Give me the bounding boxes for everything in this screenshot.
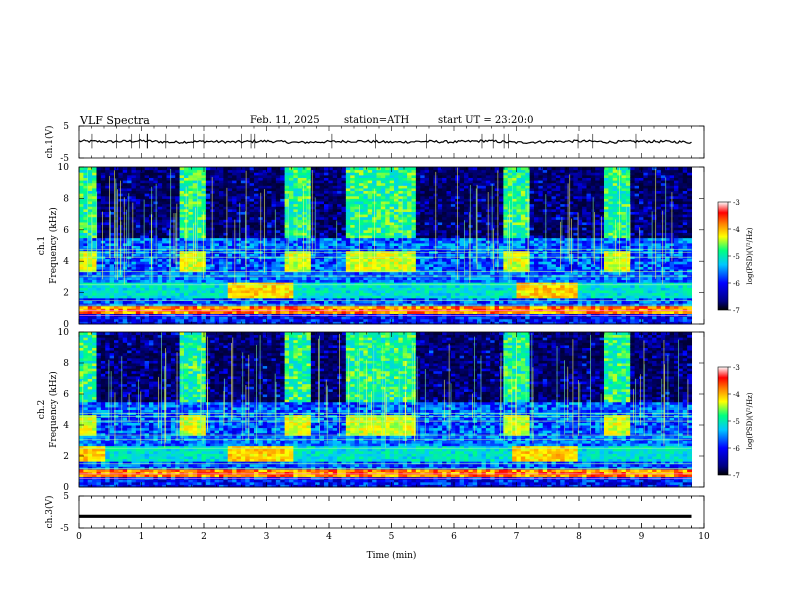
- y-tick-label: 10: [58, 163, 70, 173]
- x-tick-label: 8: [576, 532, 582, 542]
- y-tick-label: 2: [63, 289, 69, 299]
- y-axis-label: Frequency (kHz): [48, 207, 59, 284]
- x-tick-label: 9: [639, 532, 645, 542]
- x-tick-label: 6: [451, 532, 457, 542]
- y-tick-label: -5: [60, 524, 69, 534]
- y-tick-label: 8: [63, 194, 69, 204]
- y-tick-label: 10: [58, 328, 70, 338]
- y-tick-label: 4: [63, 421, 69, 431]
- colorbar-tick-label: -5: [733, 418, 740, 426]
- x-tick-label: 4: [326, 532, 332, 542]
- x-tick-label: 10: [698, 532, 710, 542]
- colorbar-label: log(PSD)(V²/Hz): [746, 227, 754, 284]
- y-axis-label-channel: ch.1: [37, 236, 47, 255]
- colorbar-tick-label: -7: [733, 307, 740, 315]
- y-tick-label: 2: [63, 452, 69, 462]
- y-tick-label: 6: [63, 390, 69, 400]
- colorbar-tick-label: -6: [733, 280, 740, 288]
- y-tick-label: 5: [63, 122, 69, 132]
- vlf-figure: 5-5ch.1(V)0246810ch.1 Frequency (kHz)-3-4…: [0, 0, 792, 612]
- colorbar-tick-label: -6: [733, 445, 740, 453]
- y-axis-label: ch.3(V): [44, 496, 55, 529]
- y-tick-label: 6: [63, 226, 69, 236]
- x-axis-label: Time (min): [367, 550, 417, 561]
- colorbar: [718, 202, 728, 310]
- y-tick-label: 5: [63, 492, 69, 502]
- colorbar-tick-label: -3: [733, 199, 740, 207]
- colorbar-tick-label: -5: [733, 253, 740, 261]
- colorbar: [718, 367, 728, 475]
- colorbar-tick-label: -3: [733, 364, 740, 372]
- colorbar-label: log(PSD)(V²/Hz): [746, 392, 754, 449]
- x-tick-label: 1: [139, 532, 145, 542]
- waveform-trace: [79, 140, 692, 144]
- x-tick-label: 3: [264, 532, 270, 542]
- x-tick-label: 0: [76, 532, 82, 542]
- x-tick-label: 5: [389, 532, 395, 542]
- x-tick-label: 2: [201, 532, 207, 542]
- y-axis-label: Frequency (kHz): [48, 371, 59, 448]
- colorbar-tick-label: -7: [733, 472, 740, 480]
- colorbar-tick-label: -4: [733, 391, 740, 399]
- y-axis-label-channel: ch.2: [37, 400, 47, 419]
- colorbar-tick-label: -4: [733, 226, 740, 234]
- y-tick-label: 4: [63, 257, 69, 267]
- y-tick-label: 8: [63, 359, 69, 369]
- y-axis-label: ch.1(V): [44, 126, 55, 159]
- x-tick-label: 7: [514, 532, 520, 542]
